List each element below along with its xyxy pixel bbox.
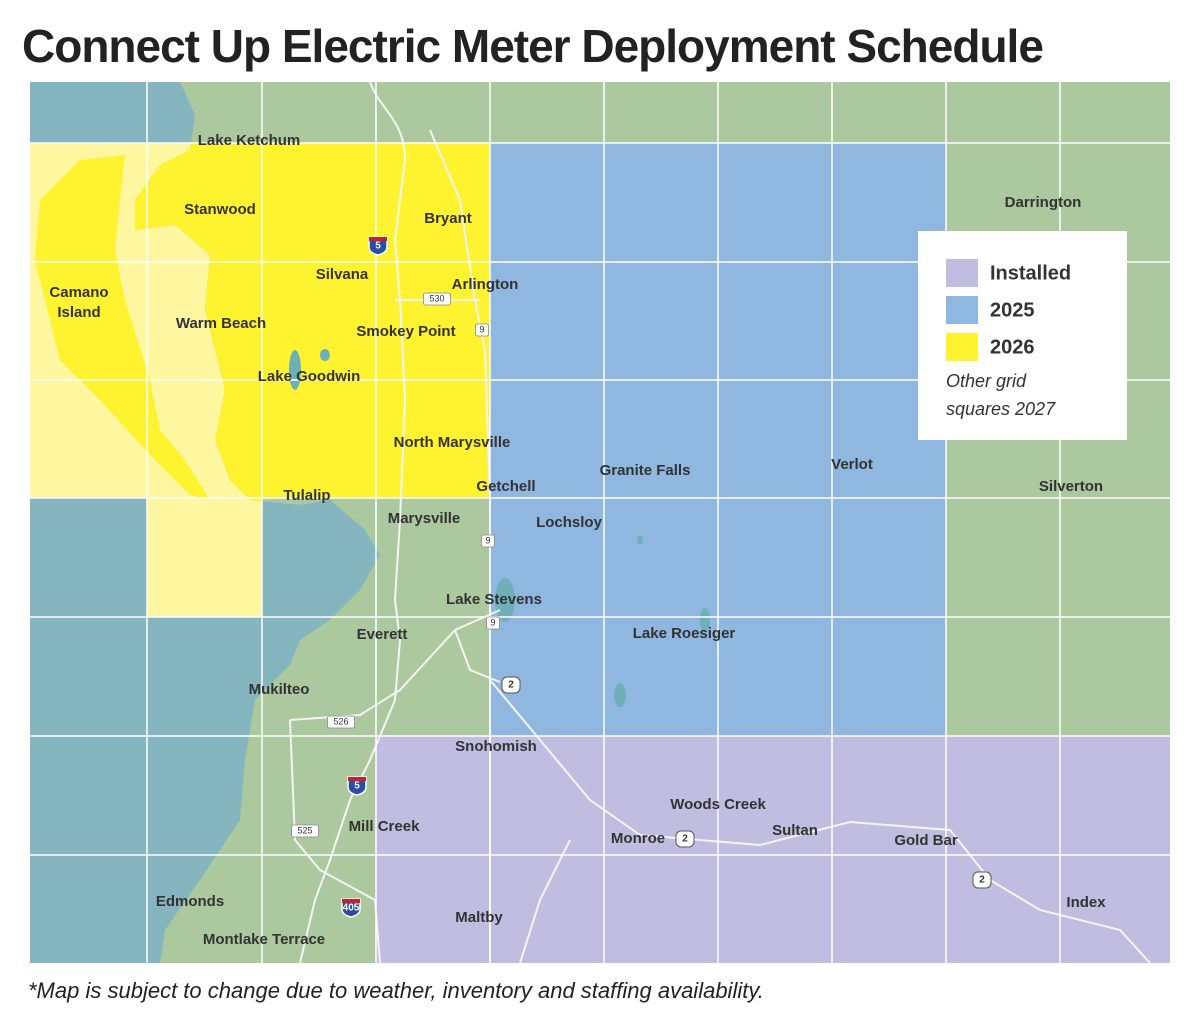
place-label: Lake Roesiger (633, 625, 736, 642)
place-label: Getchell (476, 478, 535, 495)
highway-shields: 5 530 9 9 9 2 526 5 525 2 2 405 (291, 236, 992, 918)
shield-number: 2 (979, 875, 985, 886)
shield-number: 526 (333, 716, 348, 726)
island (35, 155, 210, 500)
place-label: Index (1066, 894, 1106, 911)
interstate-band (342, 899, 360, 903)
place-label: Tulalip (283, 487, 330, 504)
us-shield (501, 676, 521, 694)
footnote: *Map is subject to change due to weather… (28, 978, 764, 1003)
zone-installed (376, 736, 1170, 963)
state-shield (327, 715, 355, 729)
place-label: Woods Creek (670, 796, 766, 813)
place-label: Everett (357, 626, 408, 643)
state-shield (481, 534, 495, 548)
shield-number: 525 (297, 825, 312, 835)
shield-number: 9 (479, 324, 484, 334)
place-label: Lake Ketchum (198, 132, 301, 149)
us-shield (675, 830, 695, 848)
interstate-band (348, 777, 366, 781)
place-label: Arlington (452, 276, 519, 293)
grid (30, 82, 1170, 963)
place-label: Camano (49, 284, 108, 301)
legend-swatch (946, 296, 978, 324)
shield-number: 2 (682, 834, 688, 845)
place-label: Montlake Terrace (203, 931, 325, 948)
legend-swatch (946, 333, 978, 361)
place-label: Marysville (388, 510, 461, 527)
place-label: Mill Creek (349, 818, 421, 835)
place-label: Lake Goodwin (258, 368, 361, 385)
legend-label: Installed (990, 262, 1071, 284)
legend-label: 2025 (990, 299, 1035, 321)
shield-number: 5 (375, 241, 381, 252)
place-label: Mukilteo (249, 681, 310, 698)
place-label: Verlot (831, 456, 873, 473)
place-label: Darrington (1005, 194, 1082, 211)
place-label: Warm Beach (176, 315, 266, 332)
place-label: Maltby (455, 909, 503, 926)
state-shield (423, 292, 451, 306)
place-label: Edmonds (156, 893, 224, 910)
place-label: Silverton (1039, 478, 1103, 495)
legend-label: 2026 (990, 336, 1035, 358)
legend-swatch (946, 259, 978, 287)
shield-number: 9 (485, 535, 490, 545)
place-label: Granite Falls (600, 462, 691, 479)
interstate-shield (347, 776, 367, 796)
place-label: Smokey Point (356, 323, 455, 340)
legend: Installed 2025 2026 Other grid squares 2… (918, 231, 1127, 440)
title: Connect Up Electric Meter Deployment Sch… (22, 20, 1043, 72)
state-shield (486, 616, 500, 630)
state-shield (475, 323, 489, 337)
place-label: North Marysville (394, 434, 511, 451)
interstate-shield (341, 898, 361, 918)
shield-number: 405 (343, 903, 360, 914)
state-shield (291, 824, 319, 838)
place-label: Snohomish (455, 738, 537, 755)
place-label: Stanwood (184, 201, 256, 218)
map: Lake Ketchum Stanwood Bryant Camano Isla… (30, 81, 1170, 964)
shield-number: 2 (508, 680, 514, 691)
shield-number: 9 (490, 617, 495, 627)
place-label: Island (57, 304, 100, 321)
legend-note: squares 2027 (946, 399, 1056, 419)
shield-number: 530 (429, 293, 444, 303)
place-label: Silvana (316, 266, 369, 283)
place-label: Sultan (772, 822, 818, 839)
place-label: Bryant (424, 210, 472, 227)
place-label: Monroe (611, 830, 665, 847)
interstate-band (369, 237, 387, 241)
place-labels: Lake Ketchum Stanwood Bryant Camano Isla… (49, 132, 1106, 948)
us-shield (972, 871, 992, 889)
place-label: Lake Stevens (446, 591, 542, 608)
place-label: Gold Bar (894, 832, 958, 849)
shield-number: 5 (354, 781, 360, 792)
legend-note: Other grid (946, 371, 1027, 391)
interstate-shield (368, 236, 388, 256)
place-label: Lochsloy (536, 514, 603, 531)
